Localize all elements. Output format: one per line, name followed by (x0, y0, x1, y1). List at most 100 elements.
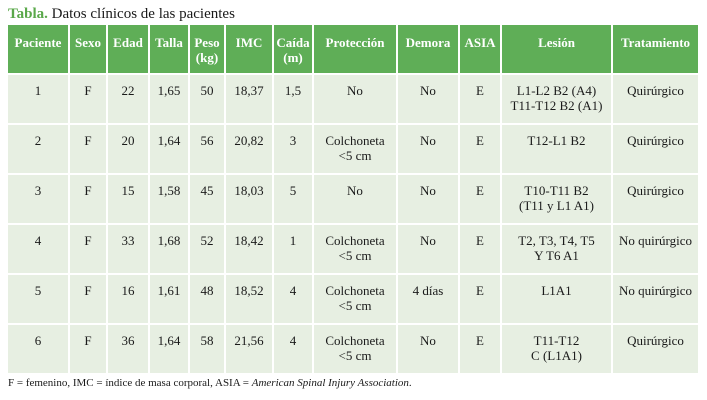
cell-line: No (420, 83, 436, 98)
cell-line: 18,37 (234, 83, 264, 98)
cell-line: E (476, 233, 484, 248)
cell-line: F (84, 283, 92, 298)
header-row: Paciente Sexo Edad Talla Peso (kg) IMC Caída (m)… (8, 25, 698, 75)
table-cell: 21,56 (225, 324, 274, 375)
table-cell: 4 (273, 274, 314, 325)
table-row: 3 F 15 1,58 45 18,03 5 No No E T10-T11 B2 (T11 y L1… (8, 174, 698, 225)
caption-lead: Tabla. (8, 6, 48, 22)
column-header: Lesión (501, 25, 613, 75)
table-cell: No (397, 224, 460, 275)
cell-line: IMC (235, 35, 263, 50)
table-cell: T10-T11 B2 (T11 y L1 A1) (501, 174, 613, 225)
cell-line: 3 (34, 183, 42, 198)
table-cell: 36 (107, 324, 150, 375)
cell-line: (T11 y L1 A1) (519, 198, 594, 213)
cell-line: Colchoneta (325, 283, 385, 298)
table-cell: 1,65 (149, 74, 190, 125)
cell-line: (kg) (195, 50, 219, 65)
table-cell: Quirúrgico (612, 124, 698, 175)
cell-line: Quirúrgico (627, 183, 684, 198)
table-cell: 48 (189, 274, 226, 325)
table-cell: No (313, 174, 398, 225)
cell-line: (m) (283, 50, 303, 65)
table-cell: Colchoneta <5 cm (313, 224, 398, 275)
table-cell: 45 (189, 174, 226, 225)
table-cell: T11-T12 C (L1A1) (501, 324, 613, 375)
column-header: ASIA (459, 25, 502, 75)
column-header: Peso (kg) (189, 25, 226, 75)
cell-line: 1 (34, 83, 42, 98)
footnote-text: F = femenino, IMC = índice de masa corpo… (8, 377, 252, 389)
table-cell: E (459, 274, 502, 325)
table-row: 2 F 20 1,64 56 20,82 3 Colchoneta <5 cm No E T12-L1… (8, 124, 698, 175)
cell-line: C (L1A1) (531, 348, 582, 363)
cell-line: 21,56 (234, 333, 264, 348)
cell-line: 1,65 (157, 83, 181, 98)
cell-line: Sexo (75, 35, 101, 50)
cell-line: 2 (34, 133, 42, 148)
table-row: 6 F 36 1,64 58 21,56 4 Colchoneta <5 cm No E T11-T1… (8, 324, 698, 375)
table-cell: L1A1 (501, 274, 613, 325)
cell-line: No (420, 333, 436, 348)
cell-line: 18,03 (234, 183, 264, 198)
cell-line: 1,68 (157, 233, 181, 248)
table-cell: F (69, 324, 108, 375)
cell-line: 33 (121, 233, 135, 248)
table-cell: 1,64 (149, 324, 190, 375)
cell-line: No quirúrgico (618, 283, 693, 298)
cell-line: E (476, 283, 484, 298)
table-cell: 3 (8, 174, 70, 225)
table-cell: 1 (273, 224, 314, 275)
table-cell: 5 (273, 174, 314, 225)
table-cell: E (459, 174, 502, 225)
table-cell: E (459, 74, 502, 125)
table-cell: 15 (107, 174, 150, 225)
column-header: Edad (107, 25, 150, 75)
cell-line: 6 (34, 333, 42, 348)
table-cell: 2 (8, 124, 70, 175)
table-footnote: F = femenino, IMC = índice de masa corpo… (8, 377, 412, 390)
table-cell: L1-L2 B2 (A4) T11-T12 B2 (A1) (501, 74, 613, 125)
table-cell: F (69, 274, 108, 325)
table-cell: E (459, 124, 502, 175)
column-header: Demora (397, 25, 460, 75)
cell-line: T2, T3, T4, T5 (518, 233, 595, 248)
column-header: Paciente (8, 25, 70, 75)
table-cell: F (69, 74, 108, 125)
clinical-data-table: Paciente Sexo Edad Talla Peso (kg) IMC Caída (m)… (8, 25, 698, 375)
cell-line: No (347, 183, 363, 198)
cell-line: 58 (200, 333, 214, 348)
column-header: Sexo (69, 25, 108, 75)
table-cell: E (459, 324, 502, 375)
table-cell: 18,52 (225, 274, 274, 325)
table-cell: 1,61 (149, 274, 190, 325)
footnote-emphasis: American Spinal Injury Association (251, 377, 409, 389)
cell-line: 1,58 (157, 183, 181, 198)
cell-line: 1,5 (284, 83, 302, 98)
cell-line: 18,52 (234, 283, 264, 298)
cell-line: 4 (289, 283, 297, 298)
table-cell: Colchoneta <5 cm (313, 274, 398, 325)
footnote-end: . (408, 377, 412, 389)
table-cell: No (397, 324, 460, 375)
cell-line: E (476, 333, 484, 348)
cell-line: 56 (200, 133, 214, 148)
cell-line: E (476, 133, 484, 148)
cell-line: 5 (289, 183, 297, 198)
cell-line: Colchoneta (325, 133, 385, 148)
table-cell: 4 (8, 224, 70, 275)
table-cell: 20 (107, 124, 150, 175)
cell-line: Protección (325, 35, 385, 50)
table-cell: Colchoneta <5 cm (313, 124, 398, 175)
table-cell: 1,5 (273, 74, 314, 125)
table-cell: F (69, 174, 108, 225)
table-cell: No quirúrgico (612, 224, 698, 275)
table-cell: 33 (107, 224, 150, 275)
cell-line: <5 cm (338, 298, 372, 313)
table-row: 4 F 33 1,68 52 18,42 1 Colchoneta <5 cm No E T2, T3… (8, 224, 698, 275)
cell-line: 48 (200, 283, 214, 298)
cell-line: 16 (121, 283, 135, 298)
column-header: Protección (313, 25, 398, 75)
cell-line: No (420, 183, 436, 198)
cell-line: Quirúrgico (627, 83, 684, 98)
